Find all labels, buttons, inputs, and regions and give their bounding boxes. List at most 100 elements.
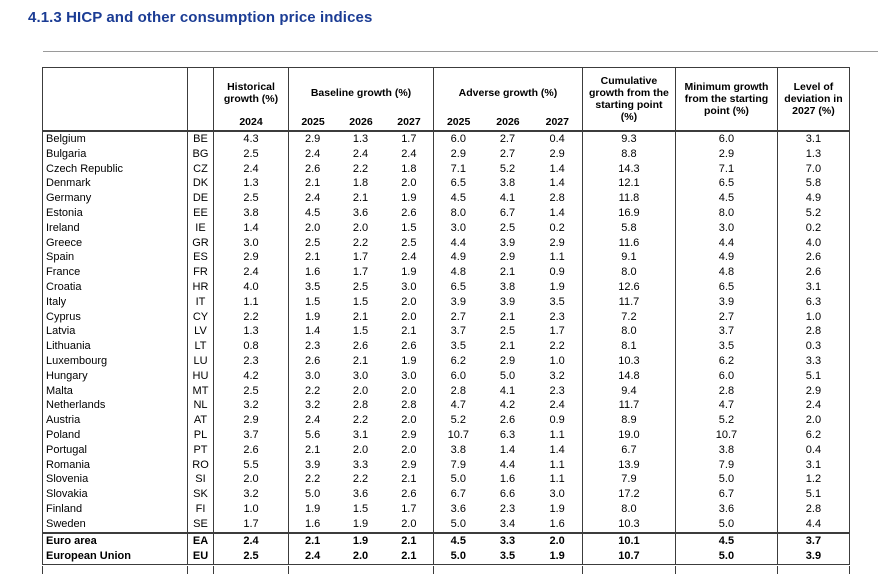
cumulative-cell: 14.8 [581, 368, 675, 384]
historical-2024-cell: 2.4 [213, 533, 288, 549]
baseline-2026-cell: 1.7 [352, 266, 369, 279]
adverse-2027-cell: 1.4 [549, 162, 565, 175]
cumulative-cell: 10.1 [581, 533, 675, 549]
baseline-2026-cell: 2.1 [352, 310, 369, 323]
baseline-2025-cell: 2.1 [288, 176, 336, 192]
adverse-2026-cell: 1.4 [499, 443, 516, 456]
baseline-years: 2025 2026 2027 [289, 116, 433, 130]
adverse-2026-cell: 6.3 [499, 428, 516, 441]
adverse-2025-cell: 5.2 [432, 413, 483, 428]
minimum-cell: 4.9 [674, 250, 777, 266]
adverse-2026-cell: 2.9 [499, 251, 516, 264]
historical-2024-cell: 2.2 [213, 309, 288, 325]
minimum-cell: 5.0 [674, 548, 777, 564]
cumulative-cell: 8.8 [581, 146, 675, 162]
historical-2024-cell: 1.0 [213, 501, 288, 517]
adverse-2027-cell: 2.0 [549, 534, 565, 547]
baseline-2025-cell: 2.6 [288, 161, 336, 177]
adverse-2026-cell: 4.2 [499, 399, 516, 412]
cumulative-cell: 19.0 [581, 427, 675, 443]
code-cell: ES [187, 250, 213, 266]
country-cell: Austria [46, 414, 81, 427]
adverse-2025-cell: 2.7 [432, 309, 483, 325]
historical-2024-cell: 3.2 [213, 398, 288, 414]
deviation-cell: 0.2 [776, 220, 849, 236]
baseline-2025-cell: 2.6 [288, 353, 336, 369]
baseline-2025-cell: 2.1 [288, 533, 336, 549]
minimum-cell: 3.7 [674, 324, 777, 340]
adverse-2026-cell: 2.1 [499, 340, 516, 353]
minimum-cell: 4.5 [674, 191, 777, 206]
table-body: Belgium BE 4.3 2.9 1.3 1.7 6.0 2.7 0.4 9.3 6.0 3.1 B… [43, 132, 849, 532]
code-cell: CY [187, 309, 213, 325]
adverse-2026-cell: 3.5 [499, 549, 516, 562]
cumulative-cell: 9.1 [581, 250, 675, 266]
stub-cell [581, 566, 675, 574]
year-label-2025: 2025 [301, 116, 325, 128]
baseline-2027-cell: 2.1 [401, 549, 417, 562]
cumulative-cell: 6.7 [581, 442, 675, 458]
adverse-2025-cell: 7.9 [432, 457, 483, 473]
cumulative-cell: 12.6 [581, 279, 675, 295]
baseline-2025-cell: 2.4 [288, 191, 336, 206]
adverse-2025-cell: 4.9 [432, 250, 483, 266]
header-level-deviation: Level of deviation in 2027 (%) [776, 68, 849, 130]
baseline-2025-cell: 2.0 [288, 220, 336, 236]
adverse-2026-cell: 2.1 [499, 266, 516, 279]
table-row: Malta MT 2.5 2.2 2.0 2.0 2.8 4.1 2.3 9.4 2.8 2.9 [43, 383, 849, 399]
minimum-cell: 8.0 [674, 205, 777, 221]
table-row: Finland FI 1.0 1.9 1.5 1.7 3.6 2.3 1.9 8.0 3.6 2.8 [43, 501, 849, 517]
deviation-cell: 4.0 [776, 235, 849, 251]
baseline-2026-cell: 1.5 [352, 502, 369, 515]
stub-cell [432, 566, 483, 574]
cumulative-cell: 16.9 [581, 205, 675, 221]
deviation-cell: 1.3 [776, 146, 849, 162]
adverse-2026-cell: 5.2 [499, 162, 516, 175]
table-row: Poland PL 3.7 5.6 3.1 2.9 10.7 6.3 1.1 19.0 10.7 6.… [43, 427, 849, 443]
historical-2024-cell: 4.0 [213, 279, 288, 295]
table-summary: Euro area EA 2.4 2.1 1.9 2.1 4.5 3.3 2.0 10.1 4.5 3… [43, 531, 849, 564]
baseline-2025-cell: 5.6 [288, 427, 336, 443]
adverse-2025-cell: 3.9 [432, 294, 483, 310]
summary-row: European Union EU 2.5 2.4 2.0 2.1 5.0 3.5 1.9 10.… [43, 548, 849, 564]
adverse-2025-cell: 3.5 [432, 339, 483, 354]
minimum-cell: 6.5 [674, 279, 777, 295]
baseline-2026-cell: 3.3 [352, 458, 369, 471]
adverse-2027-cell: 1.4 [549, 177, 565, 190]
minimum-cell: 4.4 [674, 235, 777, 251]
stub-cell [674, 566, 777, 574]
minimum-cell: 4.7 [674, 398, 777, 414]
deviation-cell: 7.0 [776, 161, 849, 177]
deviation-cell: 2.9 [776, 383, 849, 399]
minimum-cell: 4.8 [674, 265, 777, 280]
deviation-cell: 3.3 [776, 353, 849, 369]
baseline-2026-cell: 2.1 [352, 354, 369, 367]
stub-cell [288, 566, 336, 574]
baseline-2027-cell: 1.9 [401, 192, 417, 205]
baseline-2027-cell: 2.6 [401, 340, 417, 353]
cumulative-cell: 17.2 [581, 487, 675, 502]
code-cell: CZ [187, 161, 213, 177]
adverse-2026-cell: 2.1 [499, 310, 516, 323]
cumulative-cell: 8.0 [581, 501, 675, 517]
adverse-2027-cell: 1.6 [549, 517, 565, 530]
adverse-2026-cell: 3.8 [499, 177, 516, 190]
cumulative-cell: 9.3 [581, 132, 675, 147]
adverse-2027-cell: 0.9 [549, 414, 565, 427]
adverse-2026-cell: 3.3 [499, 534, 516, 547]
baseline-2026-cell: 2.4 [352, 147, 369, 160]
country-cell: Euro area [46, 534, 97, 547]
cumulative-cell: 14.3 [581, 161, 675, 177]
adverse-2025-cell: 6.2 [432, 353, 483, 369]
header-deviation-label: Level of deviation in 2027 (%) [784, 81, 843, 117]
adverse-2026-cell: 6.7 [499, 206, 516, 219]
adverse-2025-cell: 7.1 [432, 161, 483, 177]
adverse-2027-cell: 1.1 [549, 473, 565, 486]
adverse-2025-cell: 8.0 [432, 205, 483, 221]
adverse-2026-cell: 3.8 [499, 280, 516, 293]
adverse-2027-cell: 1.4 [549, 443, 565, 456]
adverse-2026-cell: 2.5 [499, 325, 516, 338]
cumulative-cell: 13.9 [581, 457, 675, 473]
minimum-cell: 2.9 [674, 146, 777, 162]
baseline-2025-cell: 2.1 [288, 442, 336, 458]
